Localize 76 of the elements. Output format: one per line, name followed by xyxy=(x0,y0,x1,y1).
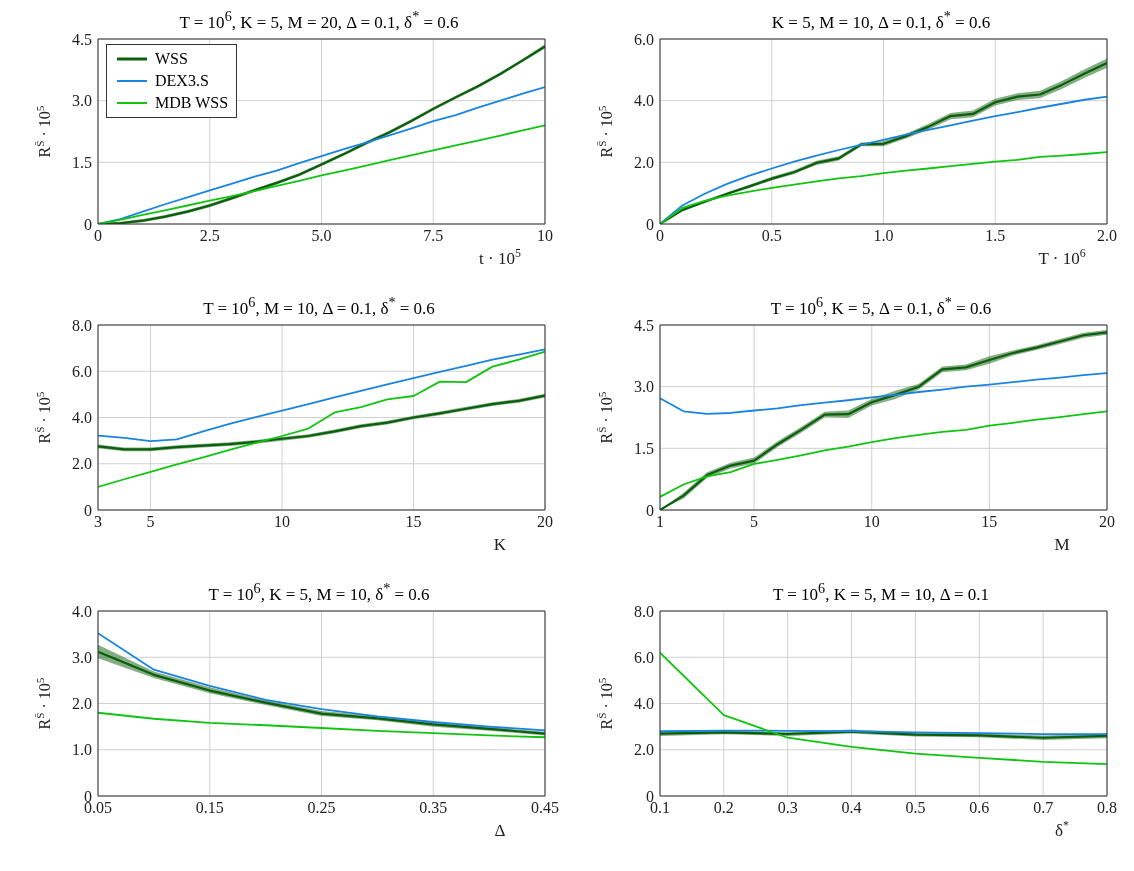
chart-title: T = 10$^{6}$, K = 5, M = 20, Δ = 0.1, δ$^{*}$ = 0.6 xyxy=(178,8,460,32)
x-tick-label: 5.0 xyxy=(311,227,332,245)
x-tick-label: 1.5 xyxy=(985,227,1006,245)
y-tick-label: 2.0 xyxy=(72,455,92,473)
line-series xyxy=(660,372,1107,415)
y-tick-label: 2.0 xyxy=(634,154,654,172)
chart-title: T = 10$^{6}$, K = 5, M = 10, Δ = 0.1 xyxy=(771,580,991,604)
x-tick-label: 0.15 xyxy=(195,799,224,817)
chart-title: T = 10$^{6}$, K = 5, M = 10, δ$^{*}$ = 0.6 xyxy=(207,580,431,604)
x-tick-label: 0.25 xyxy=(307,799,336,817)
y-tick-label: 2.0 xyxy=(72,695,92,713)
y-tick-label: 3.0 xyxy=(72,92,92,110)
y-tick-label: 4.0 xyxy=(634,92,654,110)
line-series xyxy=(660,651,1107,765)
y-tick-label: 4.0 xyxy=(72,409,92,427)
y-tick-label: 4.5 xyxy=(634,316,654,334)
x-tick-label: 0.6 xyxy=(969,799,990,817)
y-tick-label: 1.5 xyxy=(72,154,92,172)
y-tick-label: 3.0 xyxy=(634,378,654,396)
x-tick-label: 0.2 xyxy=(713,799,734,817)
x-axis-title: K xyxy=(493,535,507,554)
x-tick-label: 10 xyxy=(274,513,291,531)
line-series xyxy=(98,711,545,739)
line-series xyxy=(98,350,545,488)
x-tick-label: 2.0 xyxy=(1097,227,1117,245)
y-tick-label: 3.0 xyxy=(72,648,92,666)
y-tick-label: 0 xyxy=(646,215,654,233)
y-tick-label: 4.0 xyxy=(634,695,654,713)
legend-label: MDB WSS xyxy=(155,93,229,113)
y-tick-label: 6.0 xyxy=(634,30,654,48)
x-tick-label: 2.5 xyxy=(199,227,220,245)
chart-title: T = 10$^{6}$, K = 5, Δ = 0.1, δ$^{*}$ = 0.6 xyxy=(769,294,993,318)
y-tick-label: 6.0 xyxy=(72,362,92,380)
x-tick-label: 5 xyxy=(146,513,155,531)
x-tick-label: 0.45 xyxy=(531,799,559,817)
legend-label: DEX3.S xyxy=(155,71,209,91)
y-tick-label: 4.0 xyxy=(72,602,92,620)
y-tick-label: 4.5 xyxy=(72,30,92,48)
x-tick-label: 0.5 xyxy=(761,227,782,245)
line-series xyxy=(98,348,545,442)
y-tick-label: 0 xyxy=(84,215,92,233)
x-tick-label: 7.5 xyxy=(423,227,444,245)
chart-title: K = 5, M = 10, Δ = 0.1, δ$^{*}$ = 0.6 xyxy=(770,8,992,32)
y-tick-label: 2.0 xyxy=(634,741,654,759)
chart-title: T = 10$^{6}$, M = 10, Δ = 0.1, δ$^{*}$ = 0.6 xyxy=(202,294,436,318)
x-tick-label: 10 xyxy=(863,513,880,531)
x-tick-label: 20 xyxy=(537,513,553,531)
x-tick-label: 5 xyxy=(750,513,759,531)
x-tick-label: 1.0 xyxy=(873,227,894,245)
x-tick-label: 15 xyxy=(981,513,998,531)
x-tick-label: 0.4 xyxy=(841,799,862,817)
x-axis-title: δ$^{*}$ xyxy=(1055,818,1070,840)
y-tick-label: 6.0 xyxy=(634,648,654,666)
legend-label: WSS xyxy=(155,49,188,69)
x-tick-label: 15 xyxy=(405,513,422,531)
x-axis-title: M xyxy=(1054,535,1070,554)
x-tick-label: 0.3 xyxy=(777,799,798,817)
x-tick-label: 1 xyxy=(656,513,664,531)
y-tick-label: 8.0 xyxy=(72,316,92,334)
x-axis-title: Δ xyxy=(494,821,506,840)
x-axis-title: T · 10$^{6}$ xyxy=(1038,246,1086,268)
y-tick-label: 0 xyxy=(84,501,92,519)
y-tick-label: 1.5 xyxy=(634,440,654,458)
x-tick-label: 3 xyxy=(94,513,102,531)
x-tick-label: 10 xyxy=(537,227,553,245)
x-tick-label: 20 xyxy=(1099,513,1115,531)
line-series xyxy=(98,632,545,732)
x-tick-label: 0.7 xyxy=(1033,799,1054,817)
x-tick-label: 0.5 xyxy=(905,799,926,817)
x-axis-title: t · 10$^{5}$ xyxy=(479,246,521,268)
x-tick-label: 0.35 xyxy=(419,799,448,817)
x-tick-label: 0.8 xyxy=(1097,799,1117,817)
y-tick-label: 8.0 xyxy=(634,602,654,620)
y-tick-label: 0 xyxy=(646,501,654,519)
y-tick-label: 1.0 xyxy=(72,741,92,759)
line-series xyxy=(660,410,1107,498)
